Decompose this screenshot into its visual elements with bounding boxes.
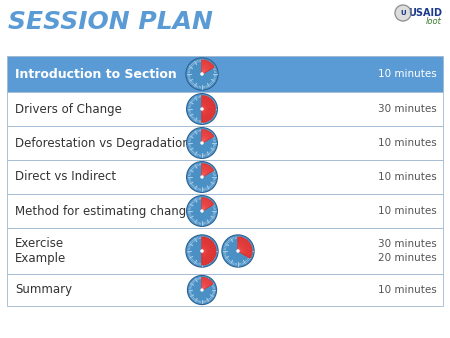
- Wedge shape: [238, 237, 252, 258]
- FancyBboxPatch shape: [7, 56, 443, 92]
- Text: 30 minutes
20 minutes: 30 minutes 20 minutes: [378, 239, 437, 263]
- Text: Introduction to Section: Introduction to Section: [15, 68, 177, 80]
- Text: 10 minutes: 10 minutes: [378, 172, 437, 182]
- Circle shape: [201, 73, 203, 75]
- Circle shape: [188, 275, 216, 305]
- Circle shape: [188, 163, 216, 191]
- Wedge shape: [202, 130, 213, 143]
- Circle shape: [237, 250, 239, 252]
- Circle shape: [187, 236, 217, 266]
- Text: Drivers of Change: Drivers of Change: [15, 102, 122, 116]
- Wedge shape: [202, 198, 213, 211]
- FancyBboxPatch shape: [7, 160, 443, 194]
- Circle shape: [395, 5, 411, 21]
- Text: Deforestation vs Degradation: Deforestation vs Degradation: [15, 137, 190, 149]
- Circle shape: [201, 176, 203, 178]
- Circle shape: [187, 162, 217, 192]
- FancyBboxPatch shape: [7, 274, 443, 306]
- Circle shape: [201, 210, 203, 212]
- FancyBboxPatch shape: [7, 194, 443, 228]
- Text: Summary: Summary: [15, 284, 72, 296]
- Wedge shape: [202, 277, 213, 290]
- Circle shape: [201, 142, 203, 144]
- Circle shape: [188, 95, 216, 123]
- Circle shape: [201, 108, 203, 110]
- Text: U: U: [400, 10, 406, 16]
- Circle shape: [187, 94, 217, 124]
- Text: USAID: USAID: [408, 8, 442, 18]
- Text: SESSION PLAN: SESSION PLAN: [8, 10, 213, 34]
- Circle shape: [186, 235, 218, 267]
- Wedge shape: [202, 164, 213, 177]
- Text: 10 minutes: 10 minutes: [378, 138, 437, 148]
- Text: loot: loot: [426, 17, 442, 26]
- Text: Exercise
Example: Exercise Example: [15, 237, 66, 265]
- Circle shape: [188, 129, 216, 157]
- Circle shape: [201, 289, 203, 291]
- Circle shape: [187, 196, 217, 226]
- Circle shape: [187, 128, 217, 158]
- Text: 10 minutes: 10 minutes: [378, 285, 437, 295]
- Circle shape: [186, 58, 218, 90]
- Circle shape: [188, 197, 216, 225]
- Wedge shape: [202, 96, 215, 122]
- Circle shape: [222, 235, 254, 267]
- Wedge shape: [202, 60, 214, 74]
- Wedge shape: [202, 237, 216, 265]
- FancyBboxPatch shape: [7, 126, 443, 160]
- Circle shape: [223, 236, 253, 266]
- Text: 10 minutes: 10 minutes: [378, 206, 437, 216]
- Text: 30 minutes: 30 minutes: [378, 104, 437, 114]
- Text: Method for estimating change: Method for estimating change: [15, 204, 194, 217]
- FancyBboxPatch shape: [7, 92, 443, 126]
- Circle shape: [187, 59, 217, 89]
- FancyBboxPatch shape: [7, 228, 443, 274]
- Circle shape: [201, 250, 203, 252]
- Circle shape: [189, 276, 216, 304]
- Text: 10 minutes: 10 minutes: [378, 69, 437, 79]
- Text: Direct vs Indirect: Direct vs Indirect: [15, 170, 116, 184]
